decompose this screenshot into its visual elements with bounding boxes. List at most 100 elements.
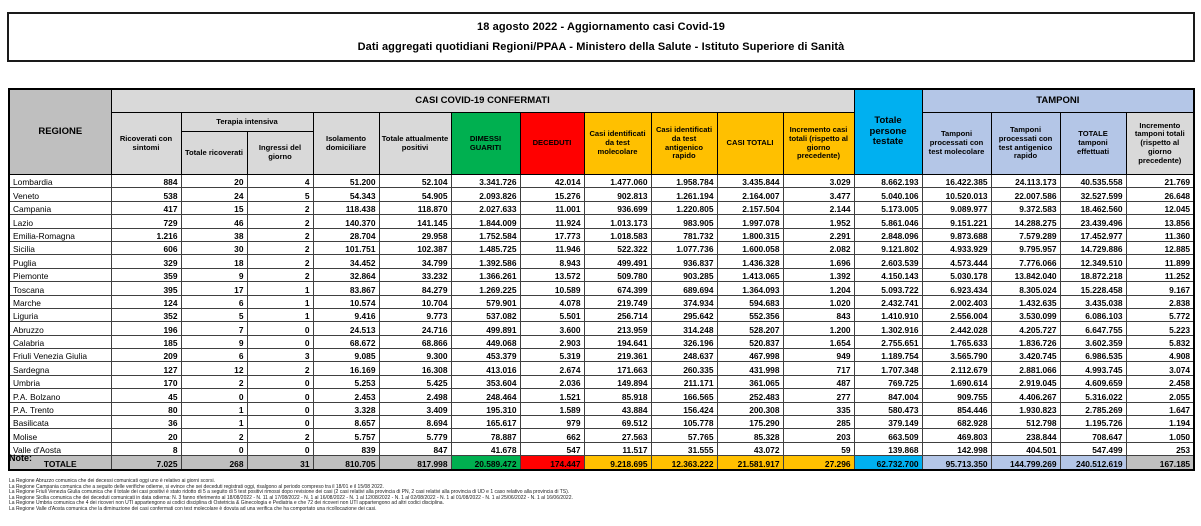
header-ricoverati-sintomi: Ricoverati con sintomi — [110, 112, 182, 175]
header-totale-ricoverati: Totale ricoverati — [180, 131, 248, 175]
header-incremento-casi: Incremento casi totali (rispetto al gior… — [782, 112, 855, 175]
value-cell: 141.145 — [378, 214, 452, 229]
value-cell: 2 — [246, 214, 314, 229]
table-body: Lombardia 884 20 4 51.200 52.104 3.341.726 42.0… — [8, 173, 1195, 457]
value-cell: 15 — [180, 200, 248, 216]
value-cell: 1.800.315 — [716, 227, 784, 242]
value-cell: 467.998 — [716, 348, 784, 363]
value-cell: 68.866 — [378, 334, 452, 350]
value-cell: 936.699 — [583, 200, 652, 216]
value-cell: 9.795.957 — [990, 240, 1061, 256]
value-cell: 1.997.078 — [716, 214, 784, 229]
value-cell: 884 — [110, 173, 182, 189]
value-cell: 1.013.173 — [583, 214, 652, 229]
value-cell: 361.065 — [716, 374, 784, 390]
value-cell: 14.288.275 — [990, 214, 1061, 229]
value-cell: 1.366.261 — [450, 267, 521, 283]
value-cell: 3.530.099 — [990, 307, 1061, 323]
value-cell: 8 — [110, 441, 182, 457]
header-casi-totali: CASI TOTALI — [716, 112, 784, 175]
value-cell: 2 — [246, 240, 314, 256]
value-cell: 5.501 — [519, 307, 585, 323]
region-cell: Emilia-Romagna — [8, 227, 112, 242]
value-cell: 2 — [246, 267, 314, 283]
value-cell: 903.285 — [650, 267, 718, 283]
value-cell: 6.647.755 — [1059, 321, 1127, 336]
value-cell: 4.573.444 — [921, 254, 992, 269]
region-cell: Marche — [8, 294, 112, 309]
value-cell: 5.319 — [519, 348, 585, 363]
value-cell: 499.491 — [583, 254, 652, 269]
total-value-cell: 268 — [180, 455, 248, 471]
value-cell: 252.483 — [716, 388, 784, 403]
value-cell: 2.164.007 — [716, 187, 784, 202]
value-cell: 847.004 — [853, 388, 923, 403]
value-cell: 102.387 — [378, 240, 452, 256]
value-cell: 295.642 — [650, 307, 718, 323]
value-cell: 4 — [246, 173, 314, 189]
table-row: Lombardia 884 20 4 51.200 52.104 3.341.726 42.0… — [8, 173, 1195, 189]
value-cell: 979 — [519, 415, 585, 430]
value-cell: 16.308 — [378, 361, 452, 376]
value-cell: 3.420.745 — [990, 348, 1061, 363]
value-cell: 84.279 — [378, 281, 452, 296]
region-cell: Liguria — [8, 307, 112, 323]
value-cell: 165.617 — [450, 415, 521, 430]
value-cell: 2.112.679 — [921, 361, 992, 376]
value-cell: 24.113.173 — [990, 173, 1061, 189]
value-cell: 12.885 — [1125, 240, 1195, 256]
value-cell: 9 — [180, 334, 248, 350]
value-cell: 552.356 — [716, 307, 784, 323]
region-cell: Piemonte — [8, 267, 112, 283]
value-cell: 24.513 — [312, 321, 380, 336]
value-cell: 499.891 — [450, 321, 521, 336]
value-cell: 909.755 — [921, 388, 992, 403]
value-cell: 2.458 — [1125, 374, 1195, 390]
value-cell: 13.856 — [1125, 214, 1195, 229]
value-cell: 682.928 — [921, 415, 992, 430]
value-cell: 253 — [1125, 441, 1195, 457]
value-cell: 847 — [378, 441, 452, 457]
value-cell: 2.093.826 — [450, 187, 521, 202]
value-cell: 708.647 — [1059, 428, 1127, 443]
value-cell: 3.029 — [782, 173, 855, 189]
total-label-cell: TOTALE — [8, 455, 112, 471]
value-cell: 2 — [246, 361, 314, 376]
value-cell: 3.602.359 — [1059, 334, 1127, 350]
header-attualmente-positivi: Totale attualmente positivi — [378, 112, 452, 175]
value-cell: 314.248 — [650, 321, 718, 336]
value-cell: 34.452 — [312, 254, 380, 269]
value-cell: 9.151.221 — [921, 214, 992, 229]
value-cell: 46 — [180, 214, 248, 229]
value-cell: 4.609.659 — [1059, 374, 1127, 390]
note-line: La Regione Campania comunica che a segui… — [9, 483, 384, 490]
value-cell: 2.903 — [519, 334, 585, 350]
value-cell: 1 — [246, 281, 314, 296]
value-cell: 1.050 — [1125, 428, 1195, 443]
value-cell: 9.085 — [312, 348, 380, 363]
value-cell: 4.908 — [1125, 348, 1195, 363]
value-cell: 200.308 — [716, 401, 784, 417]
note-line: La Regione Abruzzo comunica che dei dece… — [9, 478, 215, 484]
value-cell: 3.435.038 — [1059, 294, 1127, 309]
value-cell: 1.200 — [782, 321, 855, 336]
table-row: Toscana 395 17 1 83.867 84.279 1.269.225 10.589… — [8, 281, 1195, 296]
value-cell: 13.572 — [519, 267, 585, 283]
header-persone-testate: Totale persone testate — [853, 88, 923, 175]
value-cell: 29.958 — [378, 227, 452, 242]
total-value-cell: 95.713.350 — [921, 455, 992, 471]
table-row: Basilicata 36 1 0 8.657 8.694 165.617 979 69.512… — [8, 415, 1195, 430]
value-cell: 0 — [246, 415, 314, 430]
header-tamponi-antigenico: Tamponi processati con test antigenico r… — [990, 112, 1061, 175]
table-row: Molise 20 2 2 5.757 5.779 78.887 662 27.563 57.76… — [8, 428, 1195, 443]
value-cell: 277 — [782, 388, 855, 403]
value-cell: 5.861.046 — [853, 214, 923, 229]
value-cell: 20 — [110, 428, 182, 443]
value-cell: 902.813 — [583, 187, 652, 202]
total-row: TOTALE 7.025 268 31 810.705 817.998 20.589.472… — [8, 455, 1195, 471]
value-cell: 1.216 — [110, 227, 182, 242]
total-value-cell: 9.218.695 — [583, 455, 652, 471]
value-cell: 663.509 — [853, 428, 923, 443]
value-cell: 0 — [246, 388, 314, 403]
value-cell: 1.077.736 — [650, 240, 718, 256]
